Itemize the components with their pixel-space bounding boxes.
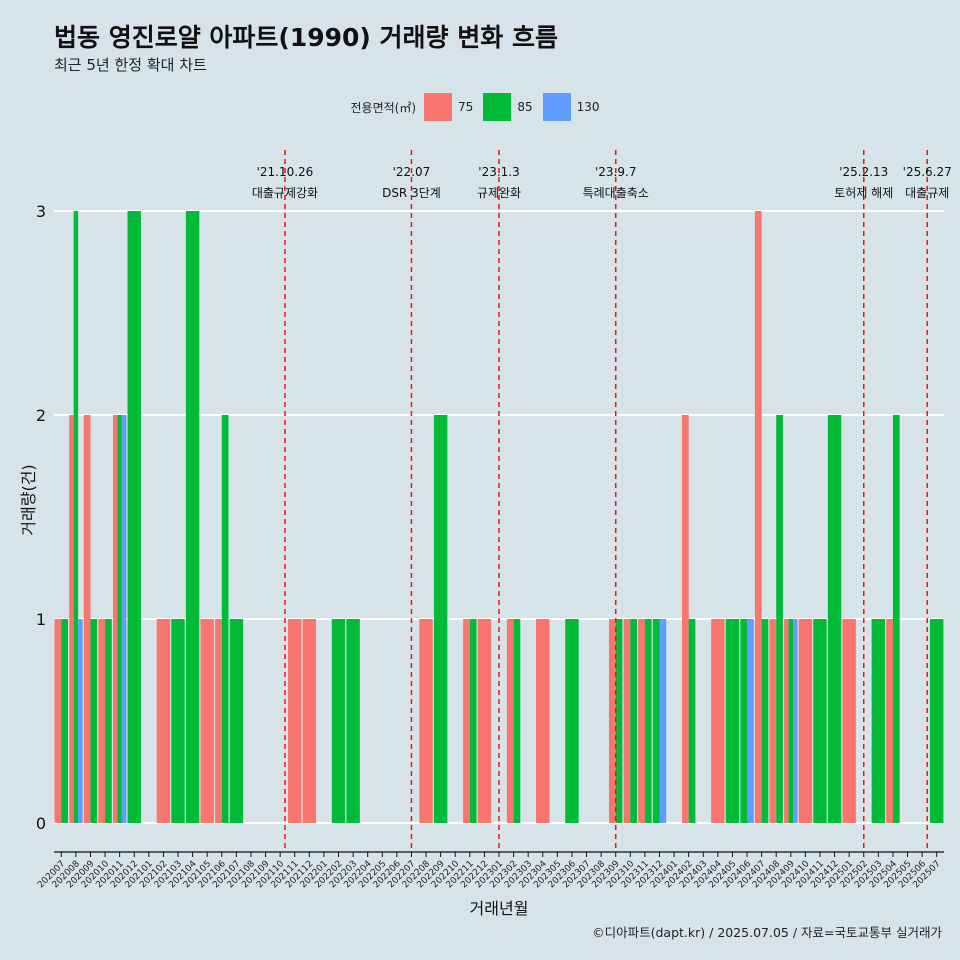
y-tick-label-3: 3 — [36, 202, 46, 221]
bar-202312-130 — [659, 619, 667, 823]
bar-202406-130 — [747, 619, 754, 823]
bar-202507-85 — [929, 619, 944, 823]
bar-202501-75 — [842, 619, 856, 823]
bar-202008-130 — [78, 619, 83, 823]
bar-202412-85 — [827, 415, 842, 823]
bar-202304-75 — [536, 619, 550, 823]
chart-title: 법동 영진로얄 아파트(1990) 거래량 변화 흐름 — [54, 23, 558, 52]
bar-202104-85 — [185, 211, 200, 823]
bar-202011-130 — [121, 415, 127, 823]
bar-202010-75 — [98, 619, 106, 823]
bar-202106-75 — [215, 619, 222, 823]
y-tick-label-1: 1 — [36, 610, 46, 629]
bar-202404-75 — [711, 619, 725, 823]
bar-202212-75 — [477, 619, 492, 823]
bar-202408-75 — [769, 619, 777, 823]
legend-title: 전용면적(㎡) — [350, 100, 417, 115]
x-axis-title: 거래년월 — [470, 899, 529, 918]
bar-202008-85 — [73, 211, 79, 823]
annotation-label-1: DSR 3단계 — [382, 186, 441, 200]
legend-swatch-85 — [483, 93, 512, 121]
legend-label-85: 85 — [517, 100, 533, 114]
legend-swatch-130 — [542, 93, 571, 121]
annotation-date-0: '21.10.26 — [257, 165, 314, 179]
bar-202009-85 — [90, 619, 98, 823]
bar-202007-75 — [54, 619, 62, 823]
bar-202010-85 — [105, 619, 112, 823]
y-tick-label-0: 0 — [36, 814, 46, 833]
bar-202111-75 — [288, 619, 302, 823]
y-tick-label-2: 2 — [36, 406, 46, 425]
annotation-label-0: 대출규제강화 — [252, 186, 318, 200]
bar-202411-85 — [813, 619, 827, 823]
bar-202211-75 — [463, 619, 470, 823]
annotation-label-3: 특례대출축소 — [583, 186, 649, 200]
bar-202011-75 — [112, 415, 118, 823]
bar-202011-85 — [117, 415, 122, 823]
bar-202306-85 — [565, 619, 579, 823]
bar-202504-75 — [886, 619, 893, 823]
annotation-label-5: 대출규제 — [905, 186, 949, 200]
bar-202503-85 — [871, 619, 886, 823]
bar-202409-130 — [793, 619, 798, 823]
annotation-date-5: '25.6.27 — [903, 165, 952, 179]
annotation-label-2: 규제완화 — [477, 186, 521, 200]
bar-202103-85 — [171, 619, 185, 823]
bar-202410-75 — [798, 619, 813, 823]
y-axis-title: 거래량(건) — [19, 464, 38, 535]
annotation-date-3: '23.9.7 — [595, 165, 636, 179]
bar-202106-85 — [221, 415, 229, 823]
bar-202112-75 — [302, 619, 317, 823]
bar-202202-85 — [331, 619, 346, 823]
bar-202402-85 — [688, 619, 696, 823]
bar-202408-85 — [776, 415, 783, 823]
annotation-label-4: 토허제 해제 — [834, 186, 893, 200]
bar-202012-85 — [127, 211, 141, 823]
bar-202211-85 — [469, 619, 477, 823]
bar-202302-75 — [506, 619, 514, 823]
bar-202409-85 — [788, 619, 794, 823]
bar-202310-75 — [623, 619, 631, 823]
legend-item-130: 130 — [542, 93, 600, 121]
bar-202007-85 — [61, 619, 69, 823]
legend-label-75: 75 — [458, 100, 474, 114]
bar-202504-85 — [892, 415, 900, 823]
bar-202310-85 — [630, 619, 638, 823]
bar-202309-85 — [615, 619, 623, 823]
bar-202107-85 — [229, 619, 244, 823]
annotation-date-2: '23.1.3 — [478, 165, 519, 179]
chart-caption: ©디아파트(dapt.kr) / 2025.07.05 / 자료=국토교통부 실… — [592, 925, 942, 940]
annotation-date-4: '25.2.13 — [839, 165, 888, 179]
bar-202402-75 — [681, 415, 689, 823]
bar-202405-85 — [725, 619, 740, 823]
bar-202309-75 — [609, 619, 616, 823]
bar-202008-75 — [69, 415, 74, 823]
legend-swatch-75 — [424, 93, 453, 121]
legend: 전용면적(㎡) 75 85 130 — [0, 93, 960, 121]
chart-subtitle: 최근 5년 한정 확대 차트 — [54, 56, 207, 74]
bar-202102-75 — [156, 619, 171, 823]
bar-202009-75 — [83, 415, 91, 823]
annotation-date-1: '22.07 — [393, 165, 431, 179]
bar-202208-75 — [419, 619, 433, 823]
bar-202203-85 — [346, 619, 360, 823]
bar-202407-75 — [754, 211, 762, 823]
bar-202312-85 — [652, 619, 660, 823]
bar-202302-85 — [513, 619, 521, 823]
bar-202406-85 — [740, 619, 748, 823]
bar-202311-85 — [644, 619, 652, 823]
legend-item-75: 75 — [424, 93, 473, 121]
legend-item-85: 85 — [483, 93, 533, 121]
bar-202311-75 — [638, 619, 645, 823]
bar-202407-85 — [761, 619, 769, 823]
bar-202105-75 — [200, 619, 214, 823]
legend-label-130: 130 — [576, 100, 600, 114]
bar-202209-85 — [433, 415, 448, 823]
bar-202409-75 — [784, 619, 789, 823]
